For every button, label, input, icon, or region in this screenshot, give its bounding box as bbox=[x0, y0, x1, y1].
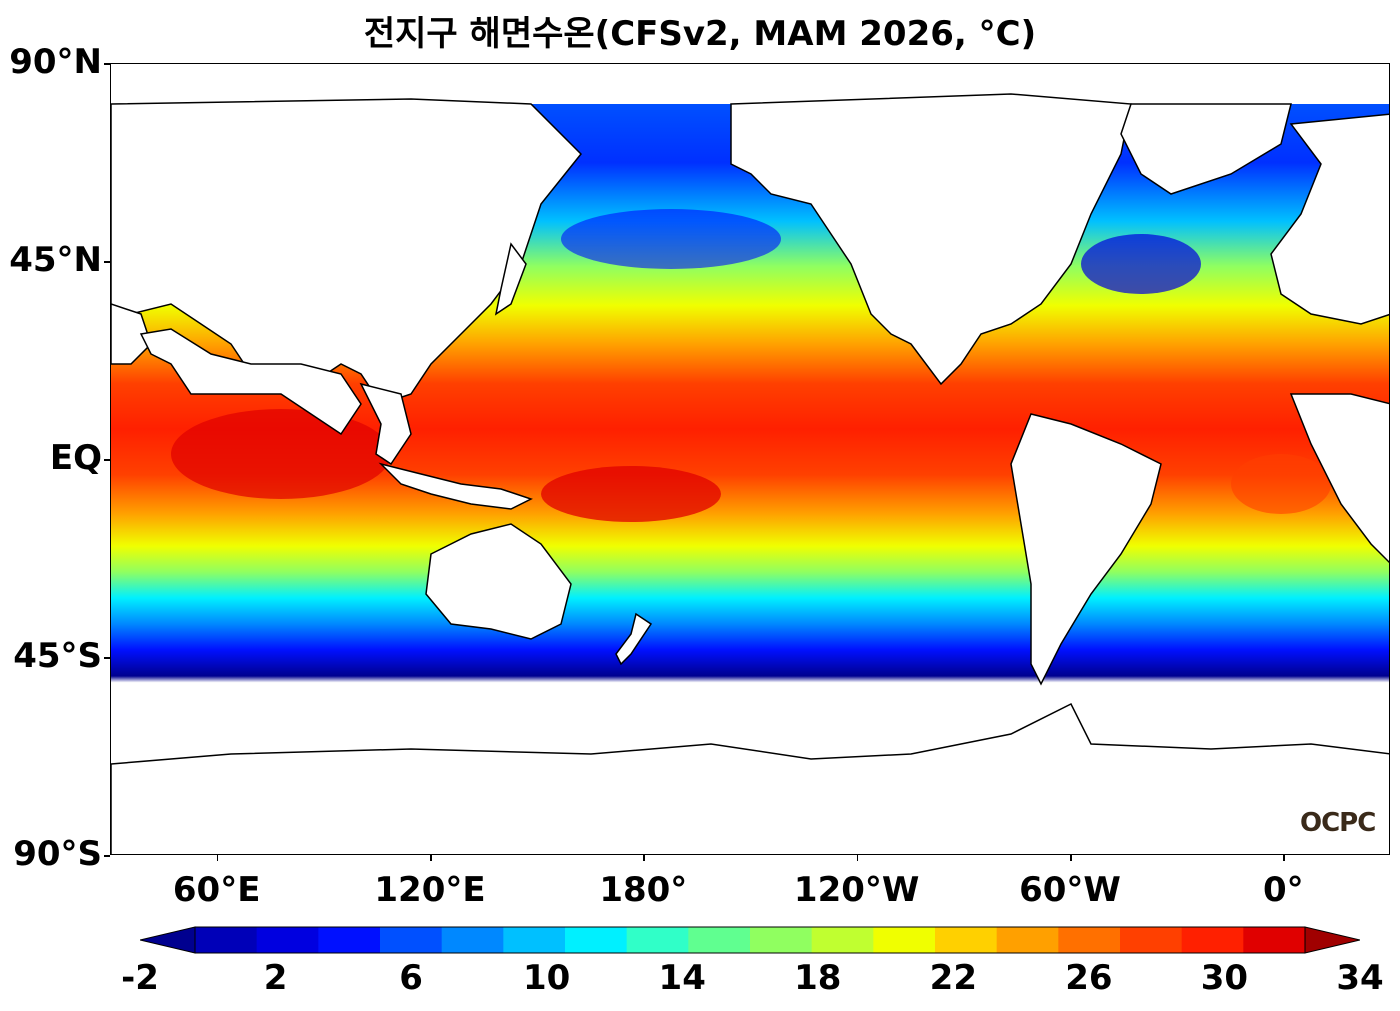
lon-tick-5 bbox=[1283, 855, 1285, 861]
colorbar-segment-10 bbox=[811, 927, 874, 953]
colorbar-segment-13 bbox=[996, 927, 1059, 953]
colorbar-segment-14 bbox=[1058, 927, 1121, 953]
colorbar-label-6: 22 bbox=[929, 958, 977, 998]
colorbar-label-7: 26 bbox=[1065, 958, 1113, 998]
lon-label-0: 60°E bbox=[172, 870, 261, 910]
warm-atlantic bbox=[1231, 454, 1331, 514]
colorbar bbox=[140, 926, 1360, 954]
cold-nw-atlantic bbox=[1081, 234, 1201, 294]
colorbar-label-9: 34 bbox=[1336, 958, 1384, 998]
australia-land bbox=[425, 523, 572, 640]
colorbar-label-8: 30 bbox=[1200, 958, 1249, 998]
lon-tick-0 bbox=[216, 855, 219, 861]
colorbar-segment-11 bbox=[873, 927, 936, 953]
indonesia bbox=[378, 462, 533, 510]
lon-label-2: 180° bbox=[599, 870, 688, 910]
landmasses bbox=[111, 93, 1389, 854]
lat-label-0: 90°N bbox=[9, 42, 102, 82]
colorbar-label-4: 14 bbox=[658, 958, 706, 998]
lat-tick-1 bbox=[104, 261, 110, 263]
colorbar-segment-12 bbox=[935, 927, 998, 953]
lat-label-2: EQ bbox=[49, 438, 102, 478]
colorbar-segment-16 bbox=[1181, 927, 1244, 953]
sst-map-svg bbox=[111, 64, 1389, 854]
greenland-land bbox=[1120, 103, 1292, 195]
south-america-land bbox=[1010, 413, 1162, 686]
se-asia bbox=[359, 382, 412, 466]
north-america-land bbox=[730, 93, 1132, 386]
warm-pool-indian bbox=[171, 409, 391, 499]
lon-label-4: 60°W bbox=[1019, 870, 1121, 910]
japan-land bbox=[494, 242, 527, 316]
lon-tick-1 bbox=[430, 855, 432, 861]
colorbar-segment-9 bbox=[750, 927, 813, 953]
warm-pool-pacific bbox=[541, 466, 721, 522]
colorbar-segment-6 bbox=[565, 927, 628, 953]
lon-label-3: 120°W bbox=[793, 870, 920, 910]
colorbar-label-5: 18 bbox=[794, 958, 842, 998]
lon-label-5: 0° bbox=[1262, 870, 1304, 910]
lat-tick-0 bbox=[104, 63, 110, 65]
colorbar-outline bbox=[194, 926, 1306, 954]
lon-tick-2 bbox=[643, 855, 645, 861]
lon-tick-3 bbox=[856, 855, 859, 861]
colorbar-label-1: 2 bbox=[263, 958, 288, 998]
sst-map bbox=[110, 63, 1390, 855]
lat-tick-3 bbox=[104, 657, 110, 659]
arabia-india bbox=[139, 328, 362, 436]
europe-land bbox=[1270, 113, 1389, 325]
colorbar-segment-8 bbox=[688, 927, 751, 953]
map-title: 전지구 해면수온(CFSv2, MAM 2026, °C) bbox=[363, 14, 1037, 54]
africa-land bbox=[111, 303, 152, 365]
colorbar-segment-5 bbox=[503, 927, 566, 953]
colorbar-segment-3 bbox=[380, 927, 443, 953]
colorbar-label-2: 6 bbox=[399, 958, 423, 998]
lon-label-1: 120°E bbox=[374, 870, 486, 910]
lat-tick-2 bbox=[104, 459, 110, 461]
colorbar-label-3: 10 bbox=[522, 958, 571, 998]
lat-tick-4 bbox=[104, 855, 110, 857]
colorbar-segment-2 bbox=[318, 927, 381, 953]
colorbar-label-0: -2 bbox=[121, 958, 159, 998]
lon-tick-4 bbox=[1070, 855, 1072, 861]
colorbar-extend-high bbox=[1304, 926, 1360, 954]
lat-label-1: 45°N bbox=[9, 240, 102, 280]
colorbar-segment-4 bbox=[441, 927, 504, 953]
cold-north-pacific bbox=[561, 209, 781, 269]
lat-label-3: 45°S bbox=[13, 636, 102, 676]
colorbar-segment-15 bbox=[1120, 927, 1183, 953]
colorbar-segment-7 bbox=[626, 927, 689, 953]
colorbar-segment-0 bbox=[195, 927, 258, 953]
colorbar-segment-1 bbox=[256, 927, 319, 953]
colorbar-extend-low bbox=[140, 926, 196, 954]
antarctica-land bbox=[111, 702, 1389, 854]
colorbar-segment-17 bbox=[1243, 927, 1306, 953]
new-zealand-land bbox=[615, 612, 653, 666]
africa-right-land bbox=[1289, 393, 1389, 564]
ocpc-logo: OCPC bbox=[1300, 808, 1376, 838]
lat-label-4: 90°S bbox=[13, 834, 102, 874]
